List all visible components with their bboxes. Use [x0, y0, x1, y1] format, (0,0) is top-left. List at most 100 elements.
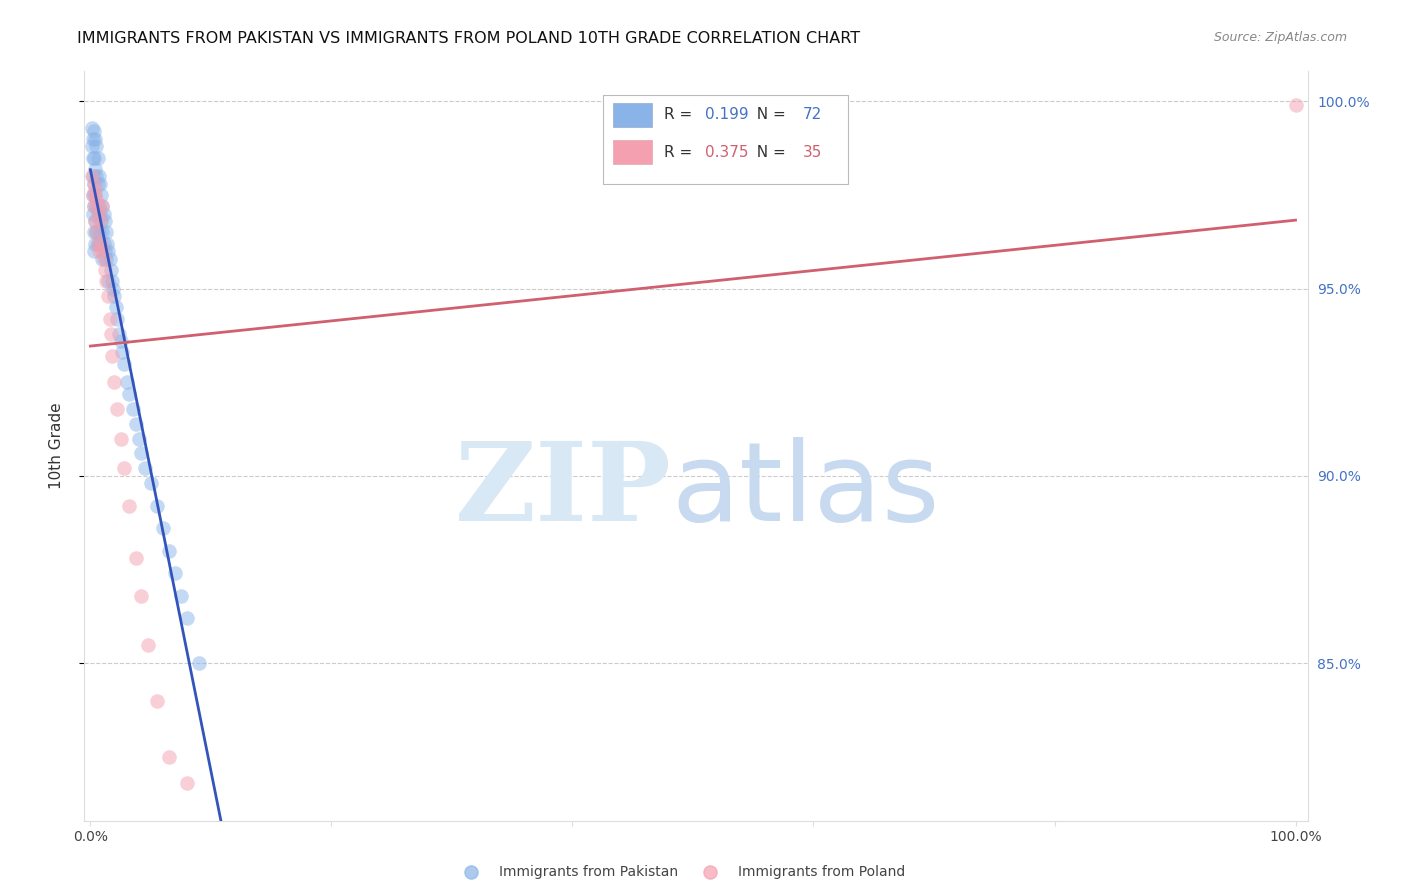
Bar	[613, 103, 652, 127]
Text: IMMIGRANTS FROM PAKISTAN VS IMMIGRANTS FROM POLAND 10TH GRADE CORRELATION CHART: IMMIGRANTS FROM PAKISTAN VS IMMIGRANTS F…	[77, 31, 860, 46]
Point	[91, 226, 114, 240]
Point	[94, 214, 117, 228]
Point	[1284, 98, 1306, 112]
Text: Source: ZipAtlas.com: Source: ZipAtlas.com	[1213, 31, 1347, 45]
Point	[110, 334, 132, 348]
Point	[84, 214, 107, 228]
Point	[115, 376, 138, 390]
Text: R =: R =	[664, 107, 697, 122]
Point	[84, 161, 107, 176]
Point	[84, 214, 107, 228]
Point	[93, 236, 115, 251]
Point	[187, 657, 209, 671]
Point	[91, 199, 114, 213]
Point	[145, 694, 167, 708]
Point	[94, 263, 117, 277]
Text: ZIP: ZIP	[454, 437, 672, 544]
Point	[129, 446, 152, 460]
Point	[118, 386, 141, 401]
Point	[82, 132, 104, 146]
Point	[87, 207, 110, 221]
Point	[82, 151, 104, 165]
Bar	[613, 140, 652, 164]
Point	[121, 401, 143, 416]
Point	[108, 326, 131, 341]
Point	[100, 326, 122, 341]
Text: 0.199: 0.199	[704, 107, 748, 122]
Point	[96, 236, 118, 251]
Text: atlas: atlas	[672, 437, 941, 544]
Y-axis label: 10th Grade: 10th Grade	[49, 402, 63, 490]
Point	[163, 566, 186, 581]
Point	[83, 177, 105, 191]
Point	[86, 199, 108, 213]
Point	[90, 188, 112, 202]
Point	[87, 169, 110, 184]
Point	[139, 476, 162, 491]
Point	[152, 521, 174, 535]
Point	[103, 289, 125, 303]
Text: Immigrants from Poland: Immigrants from Poland	[738, 865, 905, 880]
Point	[125, 417, 148, 431]
Point	[80, 139, 103, 153]
Point	[87, 226, 110, 240]
Point	[125, 551, 148, 566]
Point	[86, 236, 108, 251]
Point	[128, 432, 150, 446]
Point	[80, 169, 103, 184]
Point	[86, 226, 108, 240]
Point	[82, 207, 104, 221]
Point	[94, 252, 117, 266]
Point	[89, 177, 111, 191]
Point	[157, 750, 180, 764]
Point	[84, 132, 107, 146]
Point	[110, 432, 132, 446]
Point	[97, 274, 120, 288]
Point	[101, 274, 124, 288]
Point	[89, 214, 111, 228]
Point	[83, 244, 105, 259]
Point	[91, 244, 114, 259]
Point	[112, 461, 135, 475]
Point	[83, 199, 105, 213]
Point	[87, 199, 110, 213]
Point	[83, 226, 105, 240]
FancyBboxPatch shape	[603, 95, 848, 184]
Point	[83, 177, 105, 191]
Point	[86, 226, 108, 240]
Point	[157, 544, 180, 558]
Text: 72: 72	[803, 107, 821, 122]
Point	[97, 244, 120, 259]
Point	[84, 184, 107, 198]
Point	[91, 199, 114, 213]
Point	[83, 151, 105, 165]
Point	[86, 199, 108, 213]
Point	[89, 236, 111, 251]
Point	[87, 244, 110, 259]
Point	[101, 349, 124, 363]
Point	[86, 236, 108, 251]
Point	[94, 274, 117, 288]
Point	[176, 776, 198, 790]
Point	[80, 120, 103, 135]
Point	[118, 499, 141, 513]
Text: N =: N =	[748, 145, 792, 160]
Point	[86, 177, 108, 191]
Point	[170, 589, 193, 603]
Point	[83, 124, 105, 138]
Point	[90, 214, 112, 228]
Point	[86, 139, 108, 153]
Point	[104, 301, 127, 315]
Point	[83, 199, 105, 213]
Point	[82, 188, 104, 202]
Point	[94, 244, 117, 259]
Point	[91, 252, 114, 266]
Point	[89, 207, 111, 221]
Text: 35: 35	[803, 145, 821, 160]
Point	[94, 226, 117, 240]
Point	[111, 345, 134, 359]
Point	[93, 207, 115, 221]
Point	[86, 151, 108, 165]
Text: N =: N =	[748, 107, 792, 122]
Point	[82, 188, 104, 202]
